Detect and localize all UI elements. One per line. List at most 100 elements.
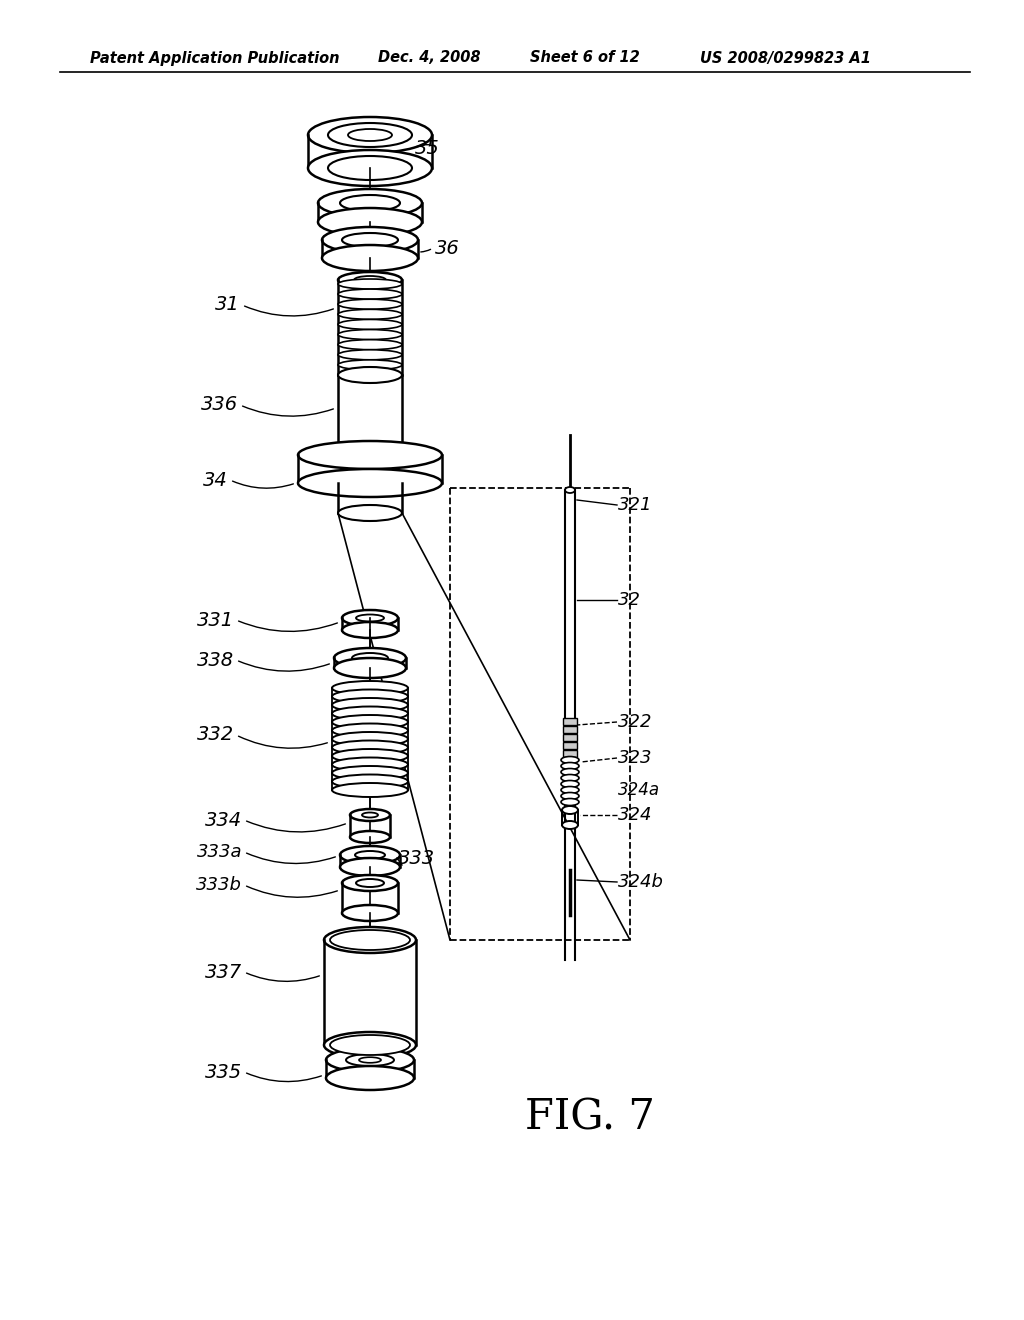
Ellipse shape	[561, 775, 579, 781]
Ellipse shape	[298, 441, 442, 469]
Ellipse shape	[561, 799, 579, 805]
Ellipse shape	[328, 156, 412, 180]
Text: 324b: 324b	[618, 873, 664, 891]
Ellipse shape	[354, 276, 386, 284]
Ellipse shape	[332, 698, 408, 711]
Ellipse shape	[561, 768, 579, 776]
Ellipse shape	[330, 931, 410, 950]
Ellipse shape	[326, 1048, 414, 1072]
Ellipse shape	[338, 319, 402, 330]
Ellipse shape	[342, 875, 398, 891]
Ellipse shape	[318, 189, 422, 216]
Text: 333a: 333a	[197, 843, 242, 861]
Text: 31: 31	[215, 296, 240, 314]
Text: 334: 334	[205, 810, 242, 829]
Text: Dec. 4, 2008: Dec. 4, 2008	[378, 50, 480, 66]
Ellipse shape	[332, 733, 408, 746]
Ellipse shape	[332, 741, 408, 755]
Ellipse shape	[324, 1032, 416, 1059]
Text: 338: 338	[197, 651, 234, 669]
Ellipse shape	[332, 715, 408, 729]
Ellipse shape	[324, 927, 416, 953]
Text: 331: 331	[197, 610, 234, 630]
Ellipse shape	[332, 748, 408, 763]
Ellipse shape	[330, 1035, 410, 1055]
Ellipse shape	[342, 234, 398, 247]
Ellipse shape	[362, 813, 378, 817]
Ellipse shape	[562, 821, 578, 829]
Text: 333: 333	[398, 849, 435, 867]
Ellipse shape	[322, 246, 418, 271]
Text: 335: 335	[205, 1063, 242, 1081]
Ellipse shape	[340, 846, 400, 865]
Ellipse shape	[338, 350, 402, 360]
Text: 324a: 324a	[618, 781, 660, 799]
Ellipse shape	[332, 706, 408, 721]
Text: 323: 323	[618, 748, 652, 767]
Ellipse shape	[332, 775, 408, 788]
Ellipse shape	[340, 858, 400, 876]
Ellipse shape	[338, 300, 402, 309]
Ellipse shape	[338, 367, 402, 383]
Ellipse shape	[356, 879, 384, 887]
Text: Sheet 6 of 12: Sheet 6 of 12	[530, 50, 640, 66]
Ellipse shape	[348, 129, 392, 141]
Ellipse shape	[334, 657, 406, 678]
Bar	[563, 726, 577, 733]
Ellipse shape	[334, 648, 406, 668]
Ellipse shape	[328, 123, 412, 147]
Ellipse shape	[561, 792, 579, 800]
Ellipse shape	[298, 469, 442, 498]
Bar	[563, 734, 577, 741]
Ellipse shape	[318, 209, 422, 236]
Ellipse shape	[352, 653, 388, 663]
Ellipse shape	[356, 615, 384, 622]
Ellipse shape	[561, 780, 579, 788]
Ellipse shape	[565, 487, 575, 492]
Bar	[563, 718, 577, 725]
Text: US 2008/0299823 A1: US 2008/0299823 A1	[700, 50, 870, 66]
Ellipse shape	[338, 506, 402, 521]
Ellipse shape	[350, 809, 390, 821]
Ellipse shape	[326, 1067, 414, 1090]
Ellipse shape	[322, 227, 418, 253]
Text: 324: 324	[618, 807, 652, 824]
Ellipse shape	[561, 787, 579, 793]
Ellipse shape	[338, 339, 402, 350]
Ellipse shape	[342, 622, 398, 638]
Text: 336: 336	[201, 396, 238, 414]
Ellipse shape	[562, 807, 578, 814]
Ellipse shape	[332, 723, 408, 738]
Ellipse shape	[342, 906, 398, 921]
Ellipse shape	[308, 117, 432, 153]
Text: 321: 321	[618, 496, 652, 513]
Bar	[563, 742, 577, 748]
Ellipse shape	[332, 783, 408, 797]
Ellipse shape	[561, 763, 579, 770]
Ellipse shape	[338, 279, 402, 289]
Ellipse shape	[338, 272, 402, 288]
Ellipse shape	[332, 689, 408, 704]
Ellipse shape	[332, 758, 408, 771]
Ellipse shape	[338, 330, 402, 339]
Text: Patent Application Publication: Patent Application Publication	[90, 50, 340, 66]
Ellipse shape	[338, 360, 402, 370]
Text: 322: 322	[618, 713, 652, 731]
Ellipse shape	[340, 195, 400, 211]
Bar	[563, 750, 577, 756]
Text: 337: 337	[205, 962, 242, 982]
Text: 32: 32	[618, 591, 641, 609]
Ellipse shape	[561, 756, 579, 763]
Text: 35: 35	[415, 139, 439, 157]
Text: FIG. 7: FIG. 7	[525, 1097, 655, 1139]
Ellipse shape	[342, 610, 398, 626]
Ellipse shape	[355, 851, 385, 859]
Ellipse shape	[350, 832, 390, 843]
Ellipse shape	[308, 150, 432, 186]
Text: 36: 36	[435, 239, 460, 257]
Ellipse shape	[338, 289, 402, 300]
Ellipse shape	[332, 766, 408, 780]
Text: 333b: 333b	[197, 876, 242, 894]
Ellipse shape	[332, 681, 408, 696]
Ellipse shape	[346, 1053, 394, 1067]
